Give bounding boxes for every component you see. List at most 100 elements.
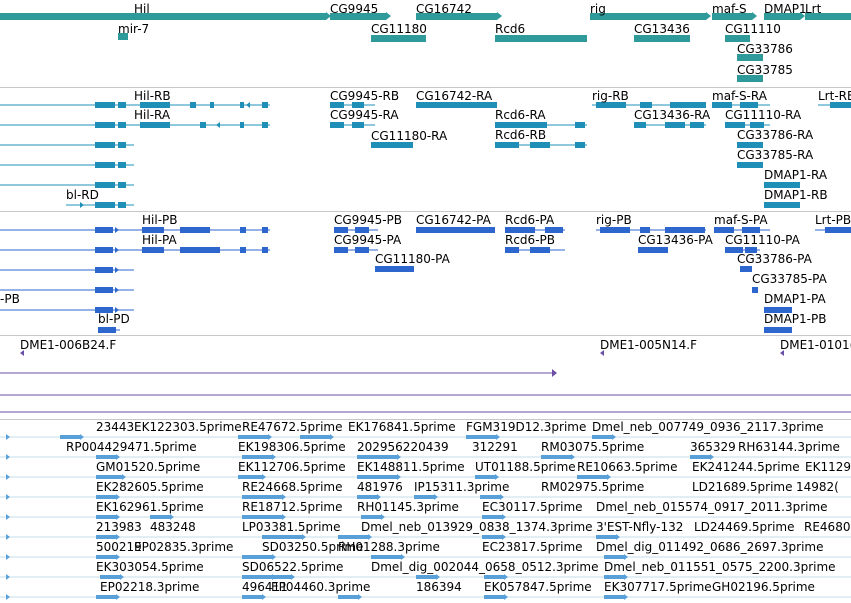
transcript-exon-box[interactable]	[670, 102, 706, 108]
protein-label[interactable]: CG33785-PA	[752, 272, 827, 286]
gene-label[interactable]: Rcd6	[495, 22, 526, 36]
transcript-exon-box[interactable]	[690, 122, 704, 128]
est-feature-box[interactable]	[96, 475, 122, 479]
clone-label[interactable]: DME1-0101(	[780, 338, 851, 352]
est-label[interactable]: SD06522.5prime	[242, 560, 344, 574]
est-feature-box[interactable]	[338, 595, 358, 599]
transcript-exon-box[interactable]	[240, 122, 244, 128]
est-label[interactable]: EK112706.5prime	[238, 460, 346, 474]
est-label[interactable]: EK241244.5prime	[692, 460, 800, 474]
gene-label[interactable]: DMAP1	[764, 2, 807, 16]
protein-label[interactable]: Lrt-PB	[815, 213, 851, 227]
protein-label[interactable]: rig-PB	[596, 213, 632, 227]
gene-label[interactable]: CG33786	[737, 42, 793, 56]
est-feature-box[interactable]	[475, 475, 495, 479]
est-feature-box[interactable]	[96, 495, 116, 499]
transcript-exon-box[interactable]	[737, 142, 763, 148]
transcript-exon-box[interactable]	[665, 227, 705, 233]
gene-label[interactable]: Lrt	[805, 2, 822, 16]
est-label[interactable]: 202956220439	[357, 440, 449, 454]
protein-label[interactable]: DMAP1-PB	[764, 312, 827, 326]
est-label[interactable]: LD24469.5prime	[694, 520, 795, 534]
transcript-label[interactable]: maf-S-RA	[712, 89, 767, 103]
protein-label[interactable]: CG11180-PA	[375, 252, 450, 266]
protein-label[interactable]: Rcd6-PA	[505, 213, 555, 227]
est-feature-box[interactable]	[604, 595, 624, 599]
transcript-label[interactable]: Rcd6-RA	[495, 108, 546, 122]
transcript-exon-box[interactable]	[142, 227, 164, 233]
transcript-exon-box[interactable]	[416, 102, 497, 108]
est-label[interactable]: SD03250.5prime	[262, 540, 364, 554]
transcript-exon-box[interactable]	[575, 142, 585, 148]
transcript-exon-box[interactable]	[95, 202, 115, 208]
est-feature-box[interactable]	[100, 575, 120, 579]
est-feature-box[interactable]	[96, 535, 116, 539]
transcript-label[interactable]: CG33786-RA	[737, 128, 814, 142]
est-feature-box[interactable]	[414, 495, 434, 499]
transcript-exon-box[interactable]	[95, 102, 115, 108]
est-feature-box[interactable]	[242, 575, 272, 579]
transcript-exon-box[interactable]	[505, 247, 519, 253]
gene-feature-bar[interactable]	[764, 13, 800, 20]
est-label[interactable]: 186394	[416, 580, 462, 594]
transcript-exon-box[interactable]	[240, 227, 246, 233]
est-label[interactable]: GM01520.5prime	[96, 460, 201, 474]
gene-feature-bar[interactable]	[118, 33, 128, 40]
est-feature-box[interactable]	[238, 475, 262, 479]
transcript-exon-box[interactable]	[200, 122, 206, 128]
est-label[interactable]: UT01188.5prime	[475, 460, 576, 474]
transcript-exon-box[interactable]	[737, 162, 763, 168]
est-label[interactable]: 14982(	[796, 480, 839, 494]
protein-label[interactable]: CG13436-PA	[638, 233, 713, 247]
est-label[interactable]: RP004429471.5prime	[66, 440, 197, 454]
est-label[interactable]: 365329	[690, 440, 736, 454]
transcript-exon-box[interactable]	[640, 102, 652, 108]
est-label[interactable]: RE24668.5prime	[242, 480, 343, 494]
gene-feature-bar[interactable]	[712, 13, 752, 20]
protein-label[interactable]: CG16742-PA	[416, 213, 491, 227]
clone-label[interactable]: DME1-006B24.F	[20, 338, 117, 352]
est-feature-box[interactable]	[338, 535, 368, 539]
est-label[interactable]: IP15311.3prime	[414, 480, 510, 494]
transcript-exon-box[interactable]	[714, 227, 734, 233]
gene-feature-bar[interactable]	[805, 13, 851, 20]
transcript-exon-box[interactable]	[334, 227, 348, 233]
est-label[interactable]: RH01288.3prime	[338, 540, 440, 554]
transcript-exon-box[interactable]	[118, 162, 126, 168]
est-feature-box[interactable]	[484, 575, 504, 579]
protein-label[interactable]: -PB	[0, 292, 20, 306]
transcript-label[interactable]: DMAP1-RB	[764, 188, 828, 202]
transcript-exon-box[interactable]	[375, 266, 414, 272]
transcript-exon-box[interactable]	[210, 102, 214, 108]
est-label[interactable]: RE47672.5prime	[242, 420, 343, 434]
transcript-exon-box[interactable]	[118, 142, 126, 148]
gene-feature-bar[interactable]	[725, 35, 750, 42]
est-label[interactable]: EK307717.5prime	[604, 580, 712, 594]
transcript-exon-box[interactable]	[495, 122, 547, 128]
est-feature-box[interactable]	[592, 435, 612, 439]
protein-label[interactable]: maf-S-PA	[714, 213, 768, 227]
est-feature-box[interactable]	[361, 515, 381, 519]
est-label[interactable]: 3'EST-Nfly-132	[596, 520, 684, 534]
est-label[interactable]: EK198306.5prime	[238, 440, 346, 454]
transcript-label[interactable]: CG9945-RA	[330, 108, 399, 122]
protein-label[interactable]: Hil-PB	[142, 213, 178, 227]
transcript-exon-box[interactable]	[262, 102, 268, 108]
est-feature-box[interactable]	[541, 455, 571, 459]
est-label[interactable]: EK057847.5prime	[484, 580, 592, 594]
est-feature-box[interactable]	[242, 595, 262, 599]
est-label[interactable]: LD21689.5prime	[692, 480, 793, 494]
est-feature-box[interactable]	[242, 555, 272, 559]
transcript-exon-box[interactable]	[712, 102, 732, 108]
transcript-label[interactable]: CG11110-RA	[725, 108, 802, 122]
transcript-exon-box[interactable]	[262, 247, 268, 253]
gene-feature-bar[interactable]	[634, 35, 690, 42]
protein-label[interactable]: CG11110-PA	[725, 233, 800, 247]
gene-label[interactable]: CG33785	[737, 63, 793, 77]
est-feature-box[interactable]	[416, 575, 436, 579]
transcript-exon-box[interactable]	[95, 122, 115, 128]
est-label[interactable]: EK282605.5prime	[96, 480, 204, 494]
est-label[interactable]: 312291	[472, 440, 518, 454]
transcript-label[interactable]: CG13436-RA	[634, 108, 711, 122]
protein-label[interactable]: CG9945-PB	[334, 213, 403, 227]
